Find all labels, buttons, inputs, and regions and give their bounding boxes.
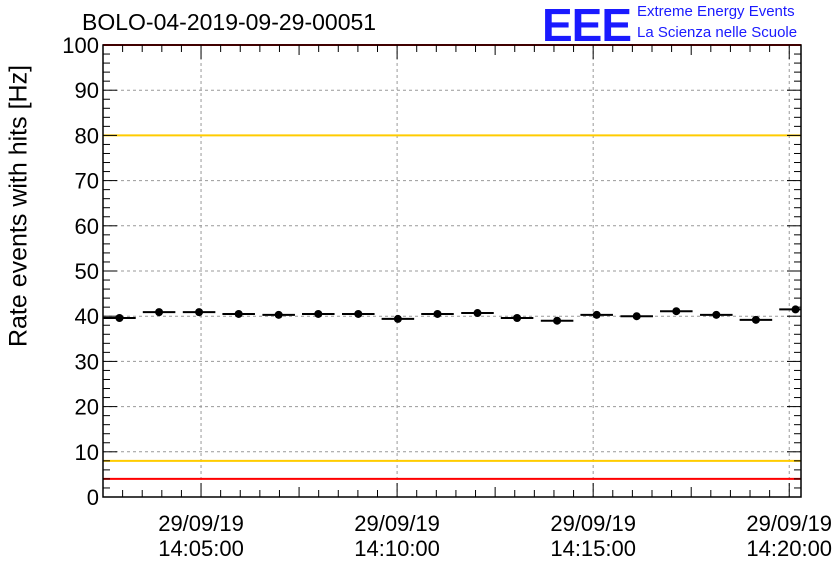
data-point (195, 308, 204, 317)
data-point (393, 314, 402, 323)
x-tick-label-time: 14:15:00 (550, 536, 636, 561)
data-series (103, 305, 801, 325)
x-tick-label-date: 29/09/19 (158, 511, 244, 536)
data-point (115, 314, 124, 323)
axis-ticks (102, 44, 801, 498)
data-point (632, 312, 641, 321)
data-point (354, 309, 363, 318)
data-point (473, 309, 482, 318)
eee-logo: EEE (542, 0, 632, 51)
data-point (712, 310, 721, 319)
data-point (155, 308, 164, 317)
y-tick-label: 100 (62, 33, 99, 58)
logo-subtitle-1: Extreme Energy Events (637, 3, 795, 20)
y-tick-label: 0 (87, 485, 99, 510)
data-point (672, 307, 681, 316)
y-tick-label: 90 (75, 78, 99, 103)
x-tick-label-time: 14:10:00 (354, 536, 440, 561)
x-tick-label-time: 14:05:00 (158, 536, 244, 561)
x-tick-label-date: 29/09/19 (550, 511, 636, 536)
y-tick-label: 10 (75, 440, 99, 465)
data-point (234, 309, 243, 318)
y-tick-label: 30 (75, 349, 99, 374)
y-tick-label: 20 (75, 395, 99, 420)
reference-lines (103, 44, 801, 480)
data-point (592, 310, 601, 319)
data-point (314, 309, 323, 318)
logo-subtitle-2: La Scienza nelle Scuole (637, 24, 798, 41)
x-tick-labels: 29/09/1914:05:0029/09/1914:10:0029/09/19… (158, 511, 832, 561)
chart-title: BOLO-04-2019-09-29-00051 (82, 9, 377, 35)
data-point (791, 305, 800, 314)
y-tick-label: 70 (75, 169, 99, 194)
data-point (553, 316, 562, 325)
data-point (513, 314, 522, 323)
grid-lines (103, 45, 801, 497)
y-tick-label: 80 (75, 123, 99, 148)
y-tick-label: 60 (75, 214, 99, 239)
data-point (274, 310, 283, 319)
x-tick-label-time: 14:20:00 (746, 536, 832, 561)
y-tick-label: 50 (75, 259, 99, 284)
y-tick-labels: 0 10 20 30 40 50 60 70 80 90 100 (62, 33, 99, 510)
data-point (433, 309, 442, 318)
data-point (751, 315, 760, 324)
x-tick-label-date: 29/09/19 (354, 511, 440, 536)
y-tick-label: 40 (75, 304, 99, 329)
x-tick-label-date: 29/09/19 (746, 511, 832, 536)
